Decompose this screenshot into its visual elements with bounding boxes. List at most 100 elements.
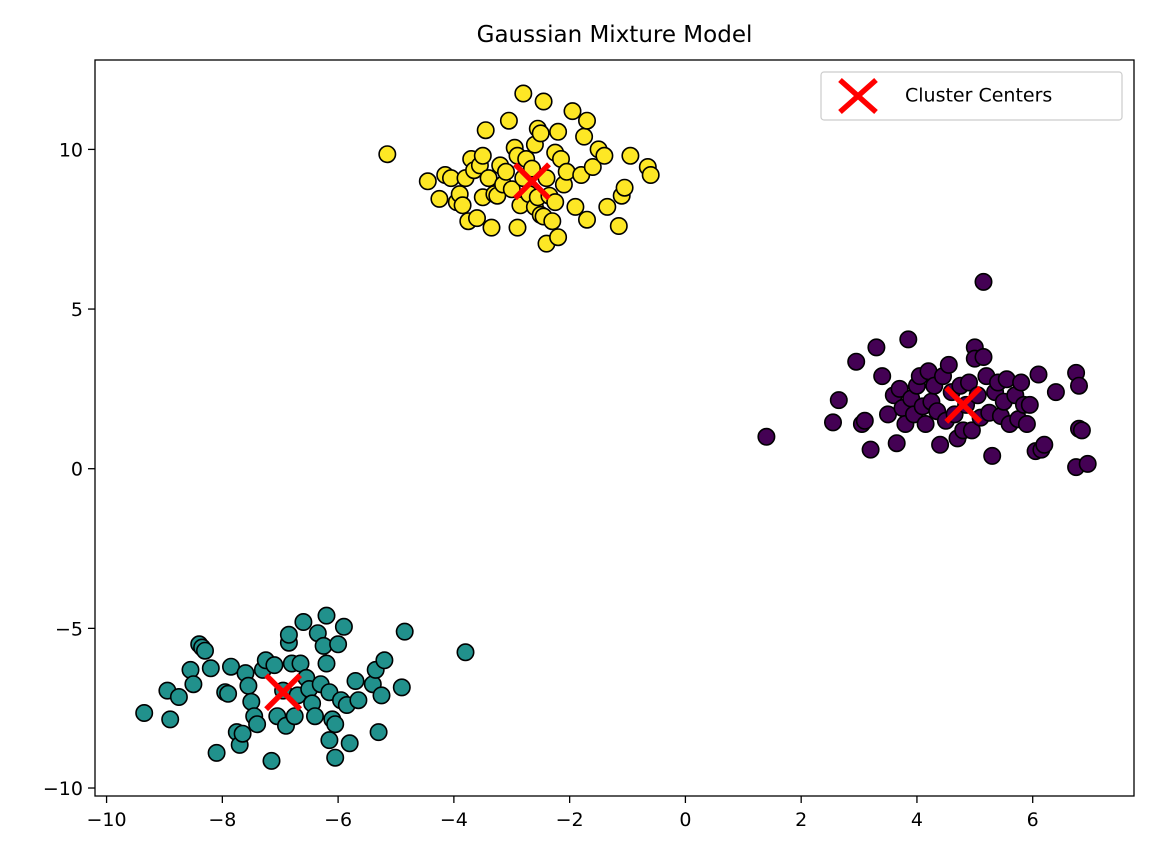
data-point-cluster-2-63 — [598, 197, 617, 216]
x-tick-label: −2 — [556, 809, 584, 831]
data-point-cluster-1-30 — [279, 625, 298, 644]
data-point-cluster-1-19 — [242, 692, 261, 711]
data-point-cluster-1-48 — [326, 715, 345, 734]
data-point-cluster-0-66 — [1070, 376, 1089, 395]
data-point-cluster-2-48 — [546, 193, 565, 212]
data-point-cluster-2-69 — [641, 166, 660, 185]
data-point-cluster-0-3 — [847, 352, 866, 371]
data-point-cluster-1-61 — [375, 651, 394, 670]
data-point-cluster-1-59 — [369, 723, 388, 742]
data-point-cluster-0-2 — [829, 391, 848, 410]
legend-marker-x-icon — [838, 77, 878, 115]
data-point-cluster-2-31 — [514, 84, 533, 103]
data-point-cluster-1-56 — [349, 691, 368, 710]
data-point-cluster-1-4 — [181, 660, 200, 679]
centers-layer — [264, 162, 983, 712]
data-point-cluster-2-46 — [543, 212, 562, 231]
x-tick-label: 6 — [1027, 809, 1039, 831]
data-point-cluster-1-43 — [317, 606, 336, 625]
chart-title: Gaussian Mixture Model — [477, 22, 753, 48]
data-point-cluster-2-66 — [615, 178, 634, 197]
data-point-cluster-0-62 — [1035, 435, 1054, 454]
data-point-cluster-0-51 — [997, 370, 1016, 389]
data-point-cluster-1-49 — [326, 748, 345, 767]
y-axis: −10 −5 0 5 10 — [43, 139, 95, 800]
data-point-cluster-1-2 — [161, 710, 180, 729]
data-point-cluster-1-39 — [305, 707, 324, 726]
data-point-cluster-0-26 — [931, 435, 950, 454]
data-point-cluster-1-25 — [265, 656, 284, 675]
data-point-cluster-2-14 — [473, 146, 492, 165]
data-point-cluster-1-24 — [262, 751, 281, 770]
data-point-cluster-1-18 — [239, 676, 258, 695]
data-point-cluster-0-68 — [1072, 421, 1091, 440]
data-point-cluster-0-1 — [823, 413, 842, 432]
data-point-cluster-1-9 — [201, 659, 220, 678]
data-point-cluster-2-12 — [467, 209, 486, 228]
y-tick-label: −10 — [43, 778, 83, 800]
data-point-cluster-0-69 — [1078, 454, 1097, 473]
data-point-cluster-2-23 — [496, 162, 515, 181]
data-point-cluster-0-21 — [916, 414, 935, 433]
data-point-cluster-2-28 — [508, 218, 527, 237]
data-point-cluster-2-0 — [378, 145, 397, 164]
legend-label-cluster-centers: Cluster Centers — [905, 85, 1052, 107]
y-tick-label: 10 — [59, 139, 83, 161]
y-tick-label: 0 — [71, 459, 83, 481]
y-tick-label: −5 — [55, 618, 83, 640]
data-point-cluster-1-44 — [317, 654, 336, 673]
data-point-cluster-1-35 — [294, 612, 313, 631]
data-point-cluster-2-1 — [418, 172, 437, 191]
data-point-cluster-2-67 — [621, 146, 640, 165]
x-tick-label: −8 — [208, 809, 236, 831]
data-point-cluster-2-50 — [549, 122, 568, 141]
x-tick-label: 0 — [679, 809, 691, 831]
data-point-cluster-1-16 — [233, 724, 252, 743]
data-point-cluster-0-36 — [959, 373, 978, 392]
data-point-cluster-1-60 — [372, 686, 391, 705]
data-point-cluster-1-54 — [340, 734, 359, 753]
data-point-cluster-0-7 — [867, 338, 886, 357]
x-tick-label: 4 — [911, 809, 923, 831]
data-point-cluster-0-5 — [855, 411, 874, 430]
points-layer — [135, 84, 1097, 770]
data-point-cluster-2-40 — [531, 124, 550, 143]
data-point-cluster-1-0 — [135, 703, 154, 722]
data-point-cluster-1-5 — [184, 675, 203, 694]
data-point-cluster-0-43 — [974, 347, 993, 366]
data-point-cluster-1-12 — [219, 684, 238, 703]
x-tick-label: 2 — [795, 809, 807, 831]
data-point-cluster-2-18 — [482, 218, 501, 237]
data-point-cluster-2-54 — [563, 102, 582, 121]
data-point-cluster-1-32 — [285, 707, 304, 726]
data-point-cluster-2-42 — [534, 92, 553, 111]
data-point-cluster-0-11 — [887, 434, 906, 453]
data-point-cluster-2-49 — [549, 228, 568, 247]
x-tick-label: −4 — [440, 809, 468, 831]
data-point-cluster-1-21 — [248, 715, 267, 734]
cluster-center-0 — [944, 385, 983, 424]
data-point-cluster-2-55 — [566, 197, 585, 216]
legend-frame — [820, 71, 1123, 121]
data-point-cluster-2-34 — [522, 159, 541, 178]
data-point-cluster-0-37 — [962, 421, 981, 440]
data-point-cluster-2-57 — [575, 127, 594, 146]
x-tick-label: −6 — [324, 809, 352, 831]
data-point-cluster-2-25 — [502, 180, 521, 199]
data-point-cluster-1-55 — [346, 671, 365, 690]
data-point-cluster-2-7 — [453, 196, 472, 215]
cluster-center-2 — [513, 162, 551, 201]
data-point-cluster-1-46 — [320, 731, 339, 750]
data-point-cluster-0-60 — [1029, 365, 1048, 384]
data-point-cluster-0-12 — [890, 379, 909, 398]
data-point-cluster-0-15 — [899, 330, 918, 349]
data-point-cluster-1-10 — [207, 743, 226, 762]
x-tick-label: −10 — [87, 809, 127, 831]
data-point-cluster-0-58 — [1020, 395, 1039, 414]
data-point-cluster-1-50 — [329, 635, 348, 654]
cluster-center-1 — [264, 673, 303, 712]
data-point-cluster-2-58 — [577, 210, 596, 229]
y-tick-label: 5 — [71, 299, 83, 321]
data-point-cluster-1-52 — [334, 617, 353, 636]
